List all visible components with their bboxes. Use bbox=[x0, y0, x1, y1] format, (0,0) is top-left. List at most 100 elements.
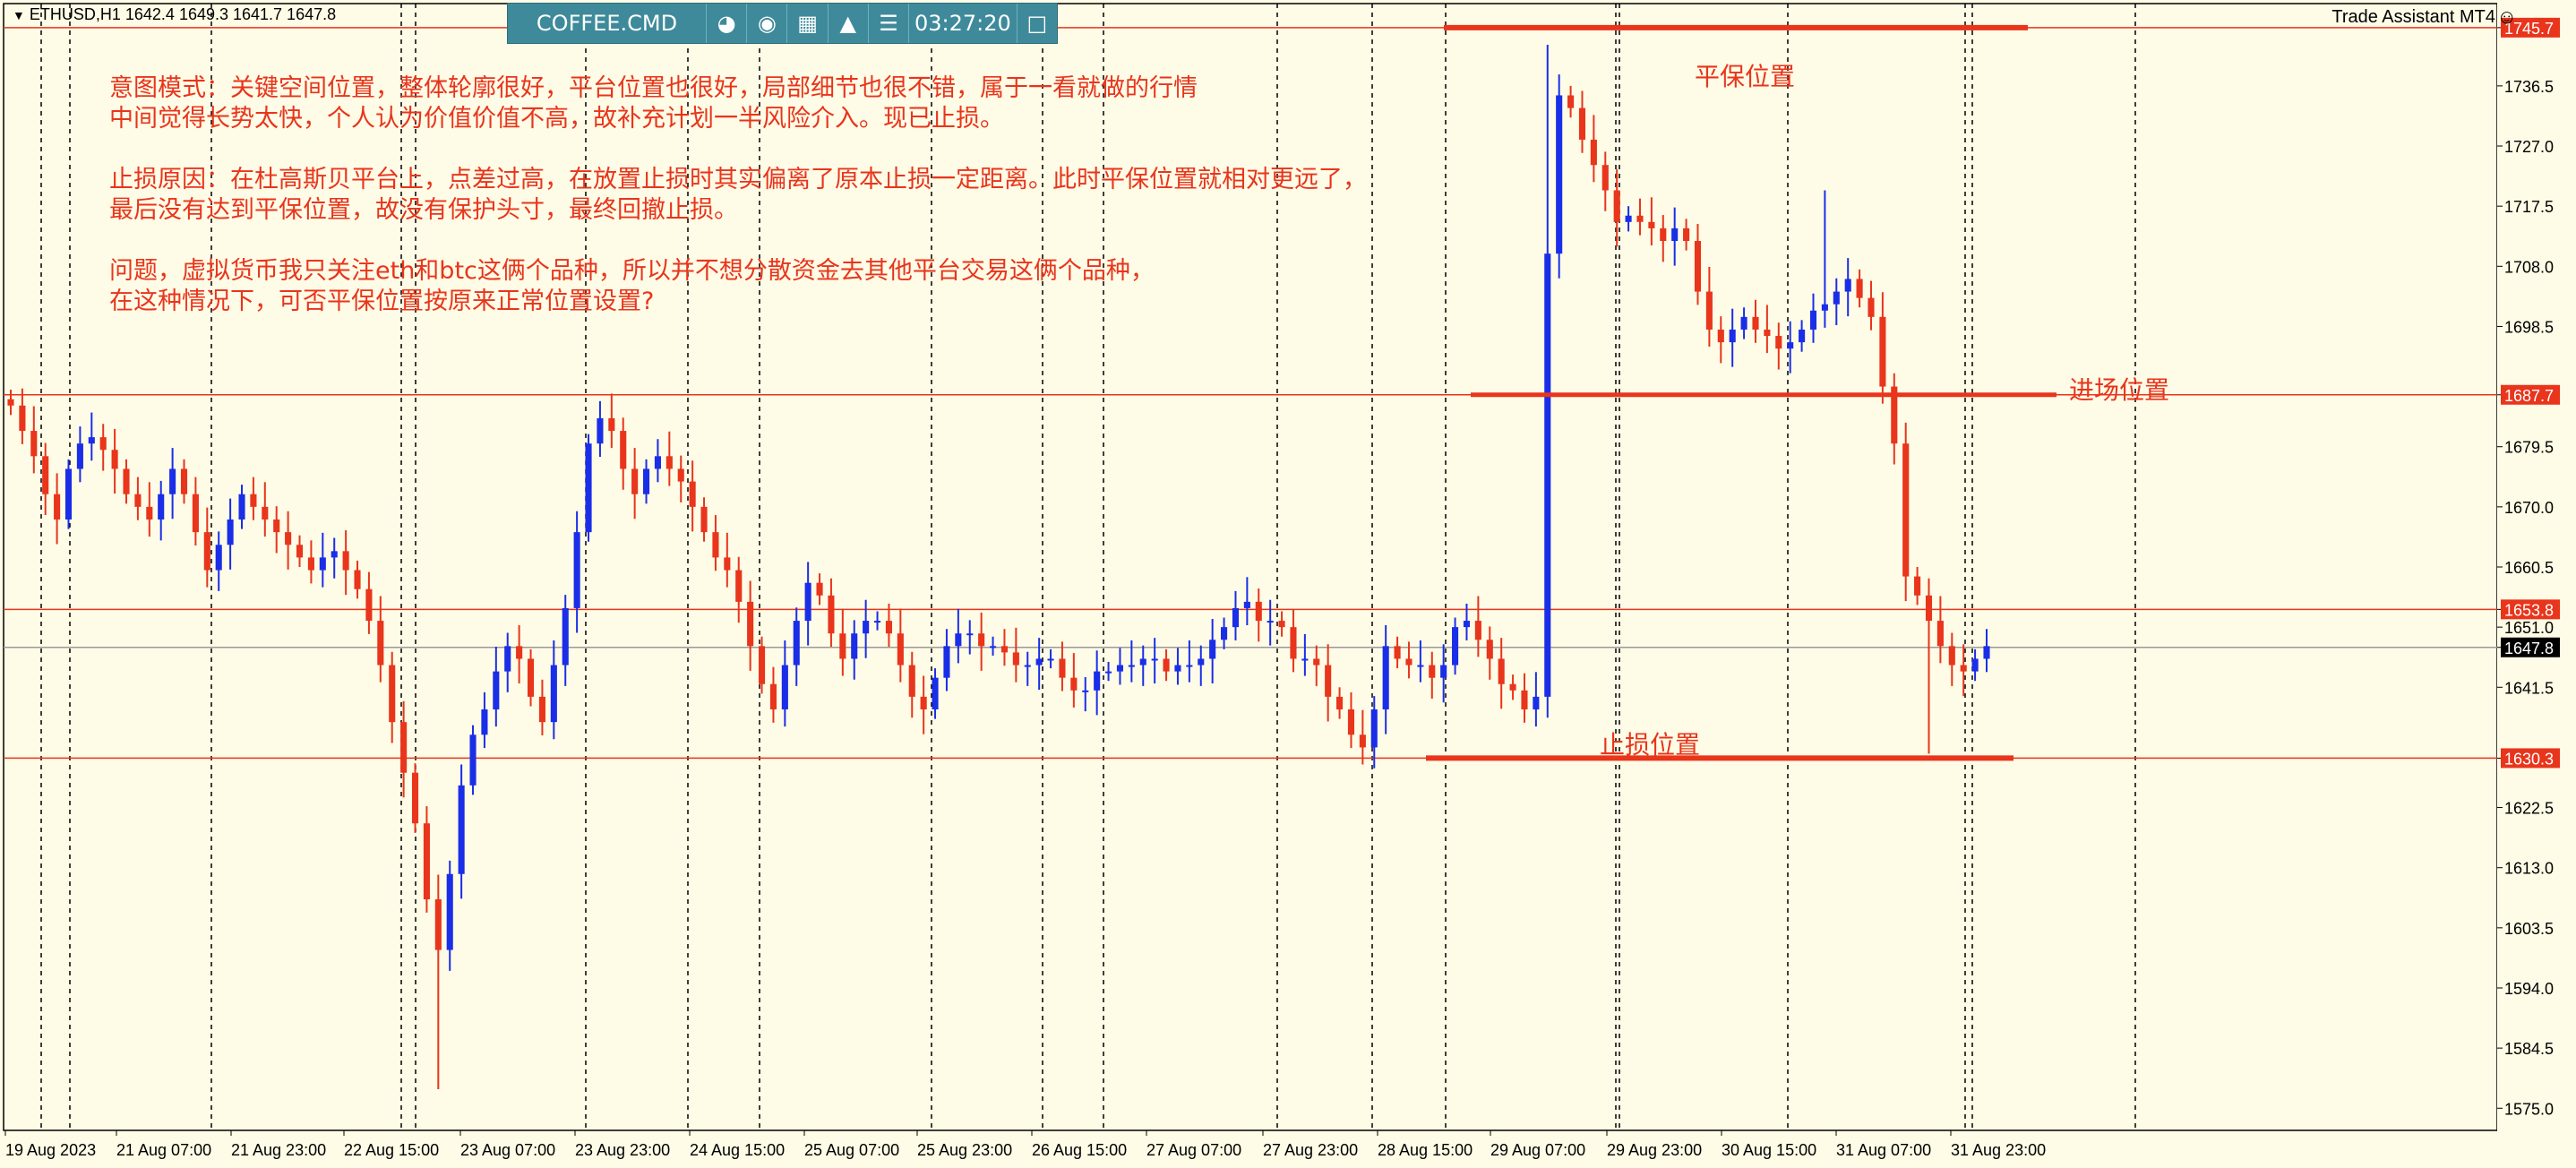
candle-body bbox=[1752, 316, 1759, 330]
time-label: 28 Aug 15:00 bbox=[1378, 1141, 1473, 1159]
tick-label: 1745.7 bbox=[2504, 20, 2554, 38]
candle-body bbox=[793, 621, 800, 666]
candle-body bbox=[1267, 621, 1274, 623]
candle-body bbox=[1139, 658, 1146, 666]
note-line bbox=[109, 134, 1367, 165]
candle-body bbox=[1301, 658, 1309, 661]
candles bbox=[7, 44, 1990, 1090]
candle-body bbox=[712, 532, 719, 558]
candle-body bbox=[64, 468, 73, 520]
candle-body bbox=[469, 734, 477, 786]
time-label: 31 Aug 23:00 bbox=[1951, 1141, 2046, 1159]
candle-body bbox=[1255, 601, 1262, 622]
candle-body bbox=[446, 873, 453, 950]
tick-label: 1698.5 bbox=[2504, 318, 2554, 336]
time-label: 27 Aug 07:00 bbox=[1146, 1141, 1241, 1159]
candle-body bbox=[758, 646, 766, 684]
camera-icon[interactable]: ◕ bbox=[707, 4, 748, 43]
brand: Trade Assistant MT4 bbox=[2331, 7, 2495, 28]
candle-body bbox=[111, 450, 118, 469]
candle-body bbox=[1116, 665, 1124, 672]
calendar-icon[interactable]: ▦ bbox=[787, 4, 829, 43]
candle-body bbox=[654, 456, 661, 469]
candle-body bbox=[1012, 652, 1019, 666]
symbol-info: ▼ ETHUSD,H1 1642.4 1649.3 1641.7 1647.8 bbox=[13, 5, 336, 24]
candle-body bbox=[411, 772, 419, 824]
candle-body bbox=[423, 823, 430, 900]
candle-body bbox=[1382, 646, 1389, 710]
candle-body bbox=[158, 494, 165, 520]
candle-body bbox=[735, 570, 743, 602]
tick-label: 1575.0 bbox=[2504, 1100, 2554, 1118]
note-line: 在这种情况下，可否平保位置按原来正常位置设置? bbox=[109, 288, 655, 315]
window-icon[interactable]: □ bbox=[1026, 11, 1048, 36]
note-block: 意图模式：关键空间位置，整体轮廓很好，平台位置也很好，局部细节也很不错，属于一看… bbox=[109, 73, 1367, 317]
tick-label: 1708.0 bbox=[2504, 258, 2554, 276]
candle-body bbox=[897, 633, 904, 666]
candle-body bbox=[99, 437, 107, 451]
candle-body bbox=[1625, 215, 1632, 222]
candle-body bbox=[1440, 665, 1447, 678]
dropdown-icon[interactable]: ▼ bbox=[13, 8, 25, 22]
tick-label: 1603.5 bbox=[2504, 920, 2554, 938]
time-label: 29 Aug 23:00 bbox=[1607, 1141, 1702, 1159]
candle-body bbox=[1740, 316, 1747, 330]
candle-body bbox=[493, 671, 500, 710]
time-label: 29 Aug 07:00 bbox=[1490, 1141, 1585, 1159]
candle-body bbox=[1601, 165, 1609, 191]
candle-body bbox=[169, 468, 176, 494]
tick-label: 1670.0 bbox=[2504, 499, 2554, 517]
candle-body bbox=[1787, 342, 1794, 349]
candle-body bbox=[238, 494, 245, 520]
candle-body bbox=[1521, 690, 1528, 710]
candle-body bbox=[1902, 443, 1910, 577]
alarm-icon[interactable]: ▲ bbox=[829, 4, 869, 43]
time-label: 21 Aug 07:00 bbox=[116, 1141, 211, 1159]
candle-body bbox=[665, 456, 673, 469]
candle-body bbox=[1486, 640, 1493, 659]
candle-body bbox=[885, 621, 892, 634]
time-label: 25 Aug 23:00 bbox=[917, 1141, 1012, 1159]
candle-body bbox=[1198, 658, 1205, 666]
price-axis-bg bbox=[2497, 0, 2576, 1168]
candle-body bbox=[296, 545, 304, 558]
candle-body bbox=[1047, 658, 1054, 661]
candle-body bbox=[1775, 336, 1782, 349]
candle-body bbox=[146, 506, 153, 520]
candle-body bbox=[828, 595, 835, 634]
candle-body bbox=[1799, 329, 1806, 343]
candle-body bbox=[1694, 241, 1702, 292]
tick-label: 1613.0 bbox=[2504, 860, 2554, 878]
candle-body bbox=[642, 468, 650, 494]
candle-body bbox=[1636, 215, 1644, 222]
candle-body bbox=[354, 570, 361, 589]
candle-body bbox=[285, 532, 292, 545]
candle-body bbox=[1868, 297, 1875, 317]
price-axis: 1745.7 1736.5 1727.0 1717.5 1708.0 1698.5 1687… bbox=[2497, 0, 2576, 1168]
candle-body bbox=[1174, 665, 1181, 672]
candle-body bbox=[215, 545, 222, 571]
candle-body bbox=[273, 519, 280, 533]
smiley-icon[interactable]: ☺ bbox=[2496, 5, 2517, 28]
brand-name: Trade Assistant MT4 bbox=[2331, 7, 2495, 27]
candle-body bbox=[1429, 665, 1436, 678]
candle-body bbox=[1290, 627, 1297, 659]
candle-body bbox=[377, 621, 384, 666]
price-tag bbox=[2501, 637, 2560, 657]
price-tag bbox=[2501, 599, 2560, 620]
candle-body bbox=[458, 785, 465, 874]
note-line bbox=[109, 226, 1367, 256]
candle-body bbox=[1347, 709, 1355, 735]
candle-body bbox=[42, 456, 49, 494]
candle-body bbox=[1844, 279, 1851, 292]
eye-icon[interactable]: ◉ bbox=[747, 4, 788, 43]
candle-body bbox=[1082, 690, 1089, 692]
menu-icon[interactable]: ☰ bbox=[869, 4, 910, 43]
coffee-cmd-label[interactable]: COFFEE.CMD bbox=[508, 4, 708, 43]
candle-body bbox=[1509, 683, 1516, 691]
symbol-ohlc: ETHUSD,H1 1642.4 1649.3 1641.7 1647.8 bbox=[29, 5, 337, 23]
candle-body bbox=[724, 557, 731, 571]
candle-body bbox=[400, 722, 408, 773]
note-line: 问题，虚拟货币我只关注eth和btc这俩个品种，所以并不想分散资金去其他平台交易… bbox=[109, 257, 1155, 285]
